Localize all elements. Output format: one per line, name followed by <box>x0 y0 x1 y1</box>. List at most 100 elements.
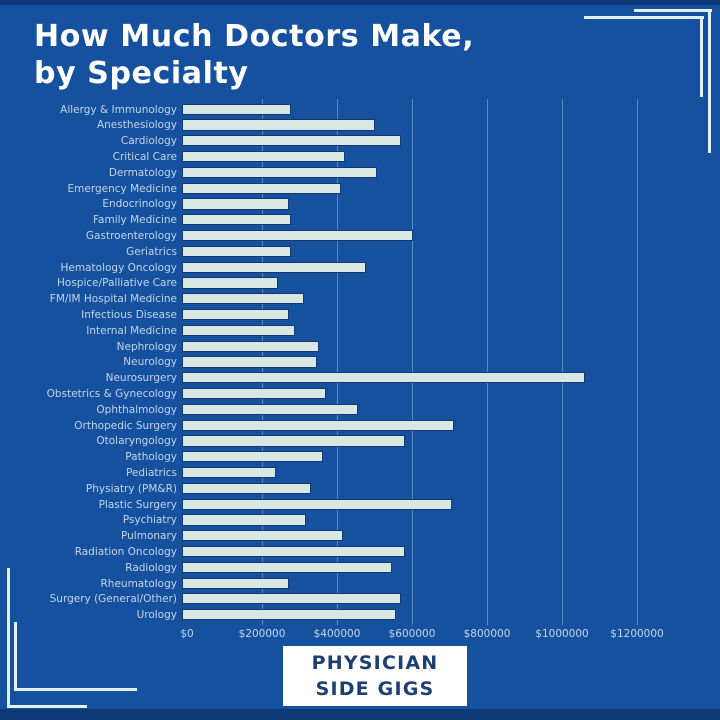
bar-track <box>182 276 700 292</box>
value-bar <box>182 150 346 163</box>
x-axis-tick-label: $1000000 <box>535 628 589 640</box>
value-bar <box>182 245 291 257</box>
category-label: Pathology <box>125 451 177 464</box>
bar-track <box>182 560 700 576</box>
bar-track <box>182 244 700 260</box>
category-label: Obstetrics & Gynecology <box>46 387 177 400</box>
bar-row: Family Medicine <box>0 213 700 229</box>
bar-row: Dermatology <box>0 165 700 181</box>
x-axis-tick-label: $800000 <box>463 628 511 640</box>
category-label: Rheumatology <box>100 577 178 590</box>
x-axis-tick-label: $1200000 <box>610 628 664 640</box>
bar-row: FM/IM Hospital Medicine <box>0 292 700 308</box>
bar-track <box>182 386 700 402</box>
gridline <box>487 99 488 625</box>
value-bar <box>182 214 291 226</box>
category-label: Pediatrics <box>125 466 177 479</box>
category-label: Endocrinology <box>102 198 177 211</box>
bar-row: Cardiology <box>0 134 700 150</box>
value-bar <box>182 308 289 321</box>
bar-track <box>182 292 700 308</box>
bar-track <box>182 260 700 276</box>
value-bar <box>182 435 406 447</box>
bar-row: Internal Medicine <box>0 323 700 339</box>
bar-track <box>182 371 700 387</box>
bar-track <box>182 529 700 545</box>
bar-track <box>182 228 700 244</box>
bar-row: Neurology <box>0 355 700 371</box>
bar-row: Urology <box>0 608 700 624</box>
category-label: Family Medicine <box>92 214 177 227</box>
bar-track <box>182 481 700 497</box>
bar-track <box>182 102 700 118</box>
value-bar <box>182 261 366 273</box>
top-edge-strip <box>0 0 720 5</box>
page-title: How Much Doctors Make, by Specialty <box>34 19 475 91</box>
physician-side-gigs-logo: PHYSICIAN SIDE GIGS <box>283 646 467 706</box>
x-axis-tick-label: $0 <box>180 628 194 640</box>
value-bar <box>182 324 295 336</box>
bar-row: Pediatrics <box>0 465 700 481</box>
bar-track <box>182 434 700 450</box>
bar-track <box>182 323 700 339</box>
bar-rows: Allergy & Immunology Anesthesiology Cardio… <box>0 102 700 623</box>
bar-track <box>182 497 700 513</box>
value-bar <box>182 609 396 621</box>
category-label: Neurosurgery <box>105 372 177 385</box>
bar-track <box>182 465 700 481</box>
bar-row: Critical Care <box>0 149 700 165</box>
x-axis-tick-label: $200000 <box>238 628 286 640</box>
gridline <box>412 99 413 625</box>
bar-row: Orthopedic Surgery <box>0 418 700 434</box>
bar-row: Physiatry (PM&R) <box>0 481 700 497</box>
category-label: Physiatry (PM&R) <box>85 482 177 495</box>
bar-row: Psychiatry <box>0 513 700 529</box>
gridline <box>637 99 638 625</box>
bar-row: Pathology <box>0 450 700 466</box>
bottom-edge-strip <box>0 709 720 720</box>
category-label: Internal Medicine <box>86 324 177 337</box>
gridline <box>562 99 563 625</box>
category-label: Pulmonary <box>121 530 177 543</box>
value-bar <box>182 482 312 494</box>
bar-row: Neurosurgery <box>0 371 700 387</box>
bar-row: Gastroenterology <box>0 228 700 244</box>
value-bar <box>182 229 413 242</box>
bar-row: Radiation Oncology <box>0 544 700 560</box>
bar-track <box>182 608 700 624</box>
bar-track <box>182 118 700 134</box>
bar-row: Infectious Disease <box>0 307 700 323</box>
value-bar <box>182 356 317 368</box>
category-label: Anesthesiology <box>96 119 177 132</box>
bar-track <box>182 197 700 213</box>
bar-row: Hospice/Palliative Care <box>0 276 700 292</box>
category-label: Infectious Disease <box>81 309 177 321</box>
bar-track <box>182 355 700 371</box>
category-label: Ophthalmology <box>96 403 177 416</box>
value-bar <box>182 545 406 558</box>
value-bar <box>182 103 291 115</box>
bar-row: Plastic Surgery <box>0 497 700 513</box>
value-bar <box>182 119 376 131</box>
x-axis-tick-label: $600000 <box>388 628 436 640</box>
value-bar <box>182 561 392 573</box>
value-bar <box>182 135 402 147</box>
bar-row: Anesthesiology <box>0 118 700 134</box>
bar-row: Nephrology <box>0 339 700 355</box>
category-label: Hospice/Palliative Care <box>57 277 177 290</box>
logo-line-2: SIDE GIGS <box>315 678 435 700</box>
bar-track <box>182 513 700 529</box>
category-label: Radiation Oncology <box>74 545 177 558</box>
x-axis: $0 $200000 $400000 $600000 $800000 $1000000 $1… <box>180 628 700 644</box>
bar-row: Ophthalmology <box>0 402 700 418</box>
bar-track <box>182 134 700 150</box>
category-label: Critical Care <box>112 151 177 164</box>
category-label: Radiology <box>125 561 177 574</box>
bar-track <box>182 307 700 323</box>
value-bar <box>182 387 327 400</box>
bar-row: Pulmonary <box>0 529 700 545</box>
x-axis-tick-label: $400000 <box>313 628 361 640</box>
bar-track <box>182 213 700 229</box>
bar-track <box>182 544 700 560</box>
